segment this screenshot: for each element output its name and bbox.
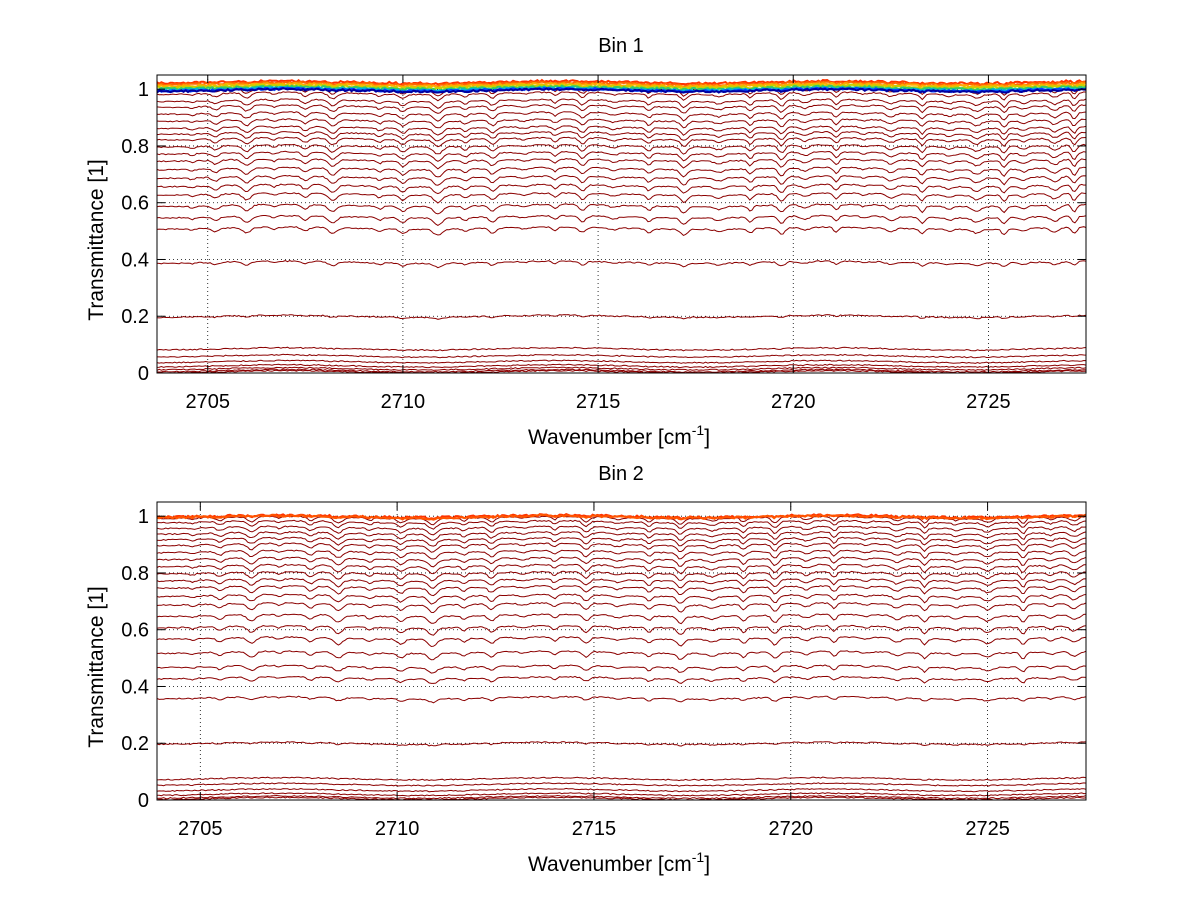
y-tick-label: 0.4 bbox=[121, 249, 149, 271]
chart-title: Bin 2 bbox=[598, 463, 644, 485]
series-line bbox=[156, 363, 1087, 369]
series-line bbox=[156, 584, 1086, 597]
series-line bbox=[156, 368, 1087, 373]
series-line bbox=[156, 624, 1087, 636]
series-line bbox=[156, 98, 1087, 109]
series-line bbox=[156, 556, 1087, 568]
y-tick-label: 0 bbox=[138, 790, 149, 812]
series-line bbox=[156, 203, 1087, 215]
series-line bbox=[156, 563, 1086, 575]
series-line bbox=[156, 792, 1086, 797]
x-tick-label: 2710 bbox=[381, 391, 426, 413]
y-tick-label: 1 bbox=[138, 506, 149, 528]
series-line bbox=[156, 359, 1087, 364]
x-tick-label: 2705 bbox=[185, 391, 230, 413]
x-tick-label: 2725 bbox=[966, 391, 1011, 413]
y-tick-label: 0.6 bbox=[121, 620, 149, 642]
series-line bbox=[156, 192, 1087, 204]
series-line bbox=[156, 577, 1087, 589]
series-line bbox=[156, 549, 1087, 560]
x-tick-label: 2705 bbox=[178, 818, 223, 840]
series-line bbox=[157, 531, 1087, 541]
series-line bbox=[156, 675, 1087, 684]
y-tick-label: 0.2 bbox=[121, 733, 149, 755]
series-line bbox=[156, 136, 1087, 148]
y-tick-label: 0.8 bbox=[121, 563, 149, 585]
series-line bbox=[157, 519, 1087, 530]
series-line bbox=[156, 157, 1087, 170]
series-line bbox=[156, 525, 1087, 536]
series-line bbox=[156, 346, 1087, 352]
x-axis-label: Wavenumber [cm-1] bbox=[528, 849, 710, 876]
series-line bbox=[156, 794, 1087, 800]
series-group bbox=[156, 512, 1087, 801]
series-line bbox=[156, 183, 1087, 195]
series-line bbox=[156, 118, 1087, 129]
y-axis-label: Transmittance [1] bbox=[85, 586, 108, 747]
x-tick-label: 2725 bbox=[965, 818, 1010, 840]
axes-bin-1: Bin 1 2705 2710 2715 2720 2725 0 0.2 0.4 0.6 0.8 1… bbox=[85, 35, 1087, 449]
chart-title: Bin 1 bbox=[598, 35, 644, 57]
series-line bbox=[156, 111, 1087, 122]
series-line bbox=[156, 782, 1087, 787]
series-line bbox=[156, 91, 1087, 102]
series-line bbox=[156, 314, 1087, 320]
series-line bbox=[156, 602, 1087, 614]
series-line bbox=[157, 353, 1087, 359]
y-tick-label: 0.2 bbox=[121, 306, 149, 328]
x-tick-label: 2720 bbox=[769, 818, 814, 840]
x-tick-label: 2715 bbox=[576, 391, 621, 413]
plot-frame bbox=[156, 74, 1087, 374]
plot-frame bbox=[156, 501, 1087, 801]
series-line bbox=[156, 174, 1087, 186]
series-line bbox=[156, 536, 1087, 547]
series-line bbox=[156, 214, 1087, 226]
series-line bbox=[156, 130, 1086, 142]
y-axis-label: Transmittance [1] bbox=[85, 159, 108, 320]
x-tick-label: 2710 bbox=[375, 818, 420, 840]
series-line-top bbox=[156, 513, 1087, 521]
series-line bbox=[156, 542, 1087, 553]
series-line bbox=[157, 650, 1087, 661]
series-line bbox=[156, 166, 1087, 178]
series-line bbox=[156, 787, 1087, 793]
series-line bbox=[156, 570, 1086, 582]
y-tick-label: 0.6 bbox=[121, 193, 149, 215]
series-line bbox=[156, 593, 1087, 605]
series-line bbox=[156, 366, 1087, 371]
series-line bbox=[156, 260, 1087, 269]
y-tick-label: 1 bbox=[138, 79, 149, 101]
x-axis-label: Wavenumber [cm-1] bbox=[528, 422, 710, 449]
ticks: 2705 2710 2715 2720 2725 0 0.2 0.4 0.6 0.8 1 bbox=[121, 75, 1086, 413]
series-line bbox=[156, 695, 1087, 704]
series-line bbox=[157, 143, 1087, 155]
series-line-top bbox=[156, 87, 1087, 94]
series-line bbox=[156, 796, 1087, 801]
y-tick-label: 0.8 bbox=[121, 136, 149, 158]
series-line bbox=[156, 613, 1087, 625]
ticks: 2705 2710 2715 2720 2725 0 0.2 0.4 0.6 0.8 1 bbox=[121, 502, 1086, 840]
axes-bin-2: Bin 2 2705 2710 2715 2720 2725 0 0.2 0.4 0.6 0.8 1… bbox=[85, 463, 1087, 876]
y-tick-label: 0 bbox=[138, 363, 149, 385]
series-line bbox=[156, 150, 1087, 162]
series-line bbox=[156, 125, 1087, 136]
x-tick-label: 2715 bbox=[572, 818, 617, 840]
series-line-top bbox=[156, 83, 1087, 91]
x-tick-label: 2720 bbox=[771, 391, 816, 413]
series-line bbox=[156, 636, 1087, 648]
series-line bbox=[156, 103, 1087, 114]
series-line bbox=[156, 741, 1087, 747]
y-tick-label: 0.4 bbox=[121, 676, 149, 698]
series-line bbox=[156, 664, 1087, 674]
series-line bbox=[156, 776, 1087, 782]
series-line bbox=[156, 226, 1087, 236]
